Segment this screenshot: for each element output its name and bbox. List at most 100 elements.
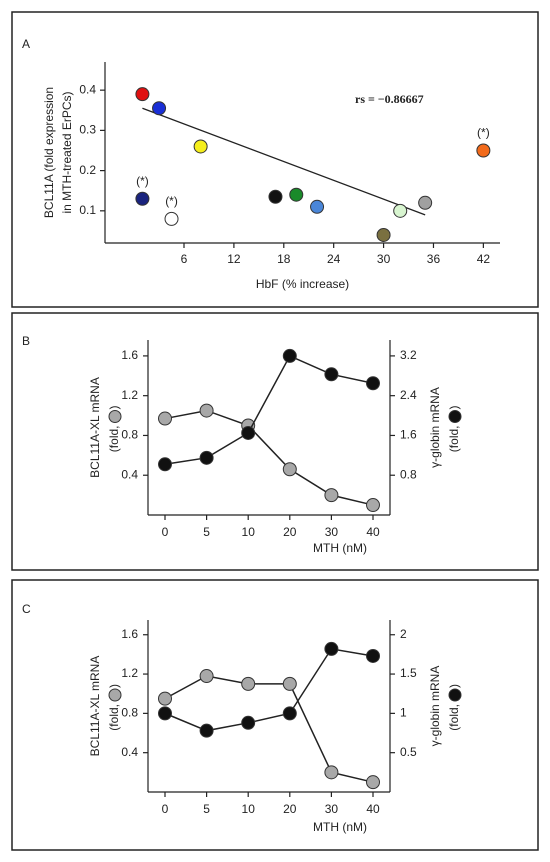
data-point [241, 425, 256, 440]
legend-swatch [448, 688, 462, 702]
y-axis-label: γ-globin mRNA (fold,) [428, 387, 462, 468]
y-axis-label: γ-globin mRNA (fold,) [428, 666, 462, 747]
data-point [282, 462, 297, 477]
x-tick-label: 10 [242, 802, 256, 816]
x-tick-label: 20 [283, 525, 297, 539]
y-tick-label: 0.8 [121, 428, 138, 442]
x-tick-label: 40 [366, 525, 380, 539]
data-point [158, 411, 172, 426]
y-axis-unit: ) [447, 406, 461, 410]
y-tick-label: 1.2 [121, 388, 138, 402]
series-line [164, 354, 374, 466]
y-tick-label: 0.2 [79, 163, 96, 177]
y-tick-label: 1.2 [121, 666, 138, 680]
data-point [366, 498, 380, 513]
data-point [158, 457, 172, 472]
y-axis-label: BCL11A-XL mRNA (fold,) [88, 377, 122, 478]
y-axis-label-line: γ-globin mRNA [428, 387, 442, 468]
x-tick-label: 12 [227, 252, 241, 266]
y-tick-label: 0.4 [121, 745, 138, 759]
y-axis-unit: (fold, [447, 704, 461, 731]
x-tick-label: 40 [366, 802, 380, 816]
y-tick-label: 1.6 [121, 348, 138, 362]
series-line [164, 675, 374, 783]
x-axis-label: MTH (nM) [313, 541, 367, 555]
x-tick-label: 30 [325, 802, 339, 816]
data-point [199, 450, 214, 465]
x-axis-label: MTH (nM) [313, 820, 367, 834]
data-point [393, 203, 408, 218]
data-point [418, 195, 433, 210]
data-point [199, 723, 214, 738]
data-point [193, 139, 208, 154]
legend-swatch [108, 410, 122, 423]
x-axis-label: HbF (% increase) [256, 277, 349, 291]
y-tick-label: 0.4 [79, 82, 96, 96]
data-point [366, 775, 380, 790]
y-tick-label: 0.8 [121, 706, 138, 720]
y2-tick-label: 1.5 [400, 666, 417, 680]
y-axis-unit: ) [447, 684, 461, 688]
data-point [199, 403, 214, 418]
y-tick-label: 1.6 [121, 627, 138, 641]
y-axis-label-line: in MTH-treated ErPCs) [60, 91, 74, 213]
legend-swatch [448, 410, 462, 423]
data-point [158, 706, 172, 721]
x-tick-label: 5 [203, 802, 210, 816]
data-point [158, 691, 172, 706]
y2-tick-label: 2.4 [400, 388, 417, 402]
data-point [476, 143, 491, 158]
trend-line [142, 107, 426, 216]
data-point [289, 187, 304, 202]
x-tick-label: 30 [325, 525, 339, 539]
data-point [366, 376, 380, 391]
data-point [376, 227, 391, 242]
x-tick-label: 18 [277, 252, 291, 266]
data-point [324, 367, 339, 382]
point-annotation: (*) [136, 174, 149, 188]
panel-frame [11, 312, 539, 571]
legend-swatch [108, 688, 122, 702]
panel-frame [11, 579, 539, 851]
x-tick-label: 0 [162, 525, 169, 539]
x-tick-label: 36 [427, 252, 441, 266]
x-tick-label: 5 [203, 525, 210, 539]
y2-tick-label: 0.5 [400, 745, 417, 759]
data-point [152, 101, 167, 116]
data-point [282, 706, 297, 721]
data-point [366, 648, 380, 663]
data-point [135, 87, 150, 102]
stat-annotation: rs = −0.86667 [355, 92, 424, 106]
x-tick-label: 30 [377, 252, 391, 266]
data-point [135, 191, 150, 206]
panel-letter: B [22, 334, 30, 348]
y-axis-label: BCL11A-XL mRNA (fold,) [88, 656, 122, 757]
data-point [310, 199, 325, 214]
panel-frame [11, 11, 539, 308]
y-axis-unit: ) [107, 684, 121, 688]
data-point [282, 676, 297, 691]
x-tick-label: 42 [477, 252, 491, 266]
y-axis-label-line: BCL11A-XL mRNA [88, 656, 102, 757]
y2-tick-label: 3.2 [400, 348, 417, 362]
y-axis-label-line: BCL11A (fold expression [42, 87, 56, 218]
data-point [199, 669, 214, 684]
y-axis-unit: ) [107, 406, 121, 410]
y-axis-unit: (fold, [107, 704, 121, 731]
data-point [324, 765, 339, 780]
data-point [241, 676, 256, 691]
y-tick-label: 0.3 [79, 123, 96, 137]
data-point [282, 348, 297, 363]
data-point [324, 488, 339, 503]
series-line [164, 648, 374, 732]
y2-tick-label: 0.8 [400, 467, 417, 481]
y-axis-label: BCL11A (fold expression in MTH-treated Er… [42, 87, 74, 218]
x-tick-label: 20 [283, 802, 297, 816]
y-axis-label-line: γ-globin mRNA [428, 666, 442, 747]
y-axis-label-line: BCL11A-XL mRNA [88, 377, 102, 478]
point-annotation: (*) [477, 126, 490, 140]
data-point [268, 189, 283, 204]
x-tick-label: 10 [242, 525, 256, 539]
y-tick-label: 0.4 [121, 467, 138, 481]
